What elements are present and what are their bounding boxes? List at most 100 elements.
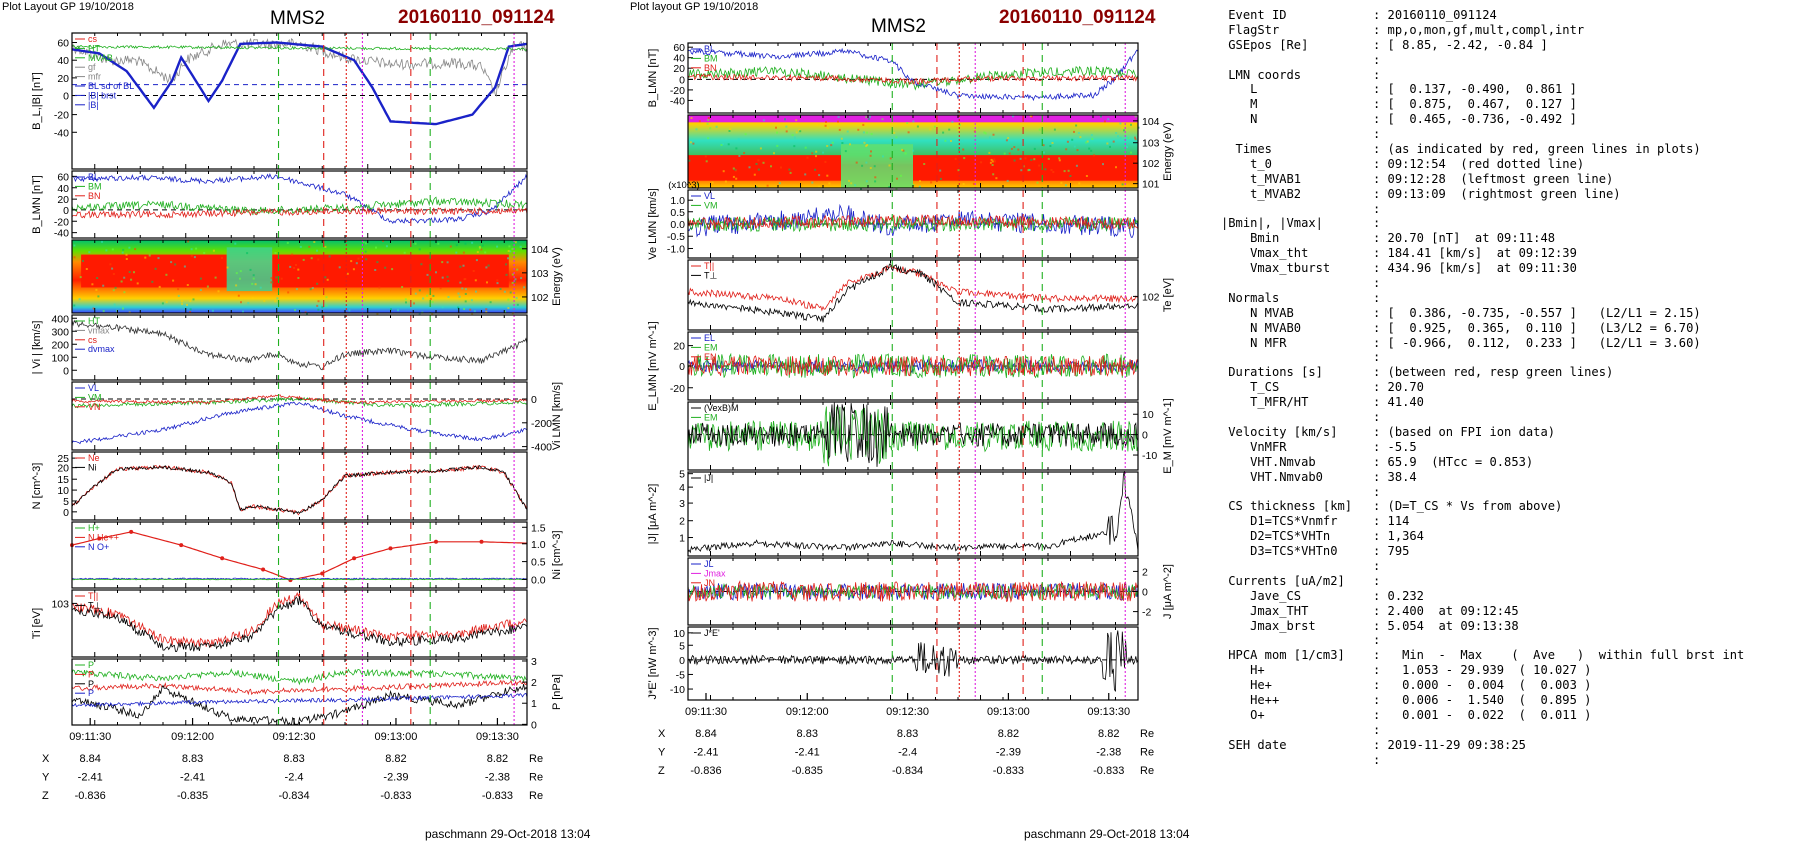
right-time-tick-label: 09:13:00 (987, 706, 1030, 718)
summary-key: VHT.Nmvab (1221, 454, 1316, 469)
right-spectrogram-speckle (1036, 181, 1039, 184)
left-spectrogram-speckle (311, 287, 314, 289)
left-legend-label: Ne (88, 453, 100, 463)
summary-line: CS thickness [km]: (D=T_CS * Vs from abo… (1221, 499, 1744, 514)
left-spectrogram-speckle (397, 309, 399, 312)
summary-key: t_MVAB2 (1221, 186, 1302, 201)
left-spectrogram-speckle (172, 279, 175, 282)
left-spectrogram-speckle (321, 306, 324, 309)
left-y-axis-label: Vi LMN [km/s] (551, 382, 563, 450)
right-spectrogram-speckle (1119, 136, 1122, 139)
summary-line: GSEpos [Re]: [ 8.85, -2.42, -0.84 ] (1221, 38, 1744, 53)
left-spectrogram-speckle (295, 264, 297, 266)
summary-key: N (1221, 112, 1258, 127)
left-panel-7: 1.5 1.0 0.5 0.0 Ni [cm^-3] H+N He++N O+ (70, 521, 563, 589)
left-spectrogram-speckle (221, 256, 223, 259)
summary-value: : (1373, 633, 1381, 648)
right-spectrogram-speckle (873, 165, 876, 168)
left-spectrogram-speckle (473, 310, 476, 313)
right-spectrogram-speckle (867, 118, 870, 120)
left-spectrogram-speckle (112, 289, 115, 292)
left-spectrogram-speckle (109, 263, 112, 266)
left-position-value: -2.41 (180, 772, 205, 784)
left-y-tick-label: 60 (57, 38, 69, 50)
right-spectrogram-speckle (1075, 164, 1078, 167)
left-spectrogram-speckle (485, 310, 488, 313)
summary-key: T_MFR/HT (1221, 395, 1309, 410)
left-spectrogram-speckle (325, 304, 328, 307)
right-legend-label: EN (704, 352, 717, 362)
left-spectrogram-speckle (85, 268, 88, 270)
left-spectrogram-speckle (299, 245, 302, 248)
summary-line: FlagStr: mp,o,mon,gf,mult,compl,intr (1221, 23, 1744, 38)
summary-value: : 20.70 [nT] at 09:11:48 (1373, 231, 1556, 246)
right-y-tick-label: 104 (1142, 116, 1160, 128)
left-spectrogram-speckle (505, 263, 508, 266)
left-position-label: X (42, 753, 50, 765)
right-spectrogram-speckle (724, 180, 727, 183)
summary-line: VnMFR: -5.5 (1221, 440, 1744, 455)
right-spectrogram-speckle (961, 140, 964, 143)
right-position-value: 8.84 (695, 728, 716, 740)
right-panel-6: 10 0 -10 E_M [mV m^-1] (VexB)MEM (687, 398, 1174, 474)
summary-key: t_MVAB1 (1221, 171, 1302, 186)
right-y-tick-label: 5 (679, 469, 685, 481)
right-spectrogram-speckle (798, 129, 801, 131)
right-series-trace (687, 73, 1139, 86)
right-spectrogram-speckle (923, 163, 926, 165)
right-spectrogram-speckle (826, 126, 829, 129)
left-spectrogram-speckle (418, 312, 421, 315)
right-spectrogram-speckle (1006, 179, 1009, 182)
right-position-value: 8.82 (998, 728, 1019, 740)
right-y-tick-label: 20 (673, 63, 685, 75)
right-spectrogram-speckle (722, 143, 725, 145)
summary-line: H+: 1.053 - 29.939 ( 10.027 ) (1221, 663, 1744, 678)
right-y-axis-label: Ve LMN [km/s] (647, 188, 659, 260)
left-spectrogram-speckle (144, 256, 147, 259)
left-spectrogram-speckle (464, 242, 467, 245)
summary-line: : (1221, 633, 1744, 648)
left-position-value: -0.835 (177, 790, 208, 802)
left-spectrogram-speckle (457, 306, 460, 309)
right-y-tick-label: 2 (679, 516, 685, 528)
left-spectrogram-speckle (293, 267, 296, 269)
summary-value: : [ 0.465, -0.736, -0.492 ] (1373, 112, 1577, 127)
summary-line: : (1221, 276, 1744, 291)
left-position-value: 8.82 (487, 753, 508, 765)
right-spectrogram-speckle (865, 161, 868, 164)
summary-value: : [ 0.137, -0.490, 0.861 ] (1373, 82, 1577, 97)
right-spectrogram-speckle (729, 128, 732, 131)
right-spectrogram-speckle (1058, 157, 1061, 160)
right-spectrogram-patch (841, 144, 913, 188)
right-spectrogram-speckle (988, 151, 991, 154)
right-spectrogram-speckle (1106, 142, 1109, 145)
summary-line: He++: 0.006 - 1.540 ( 0.895 ) (1221, 693, 1744, 708)
summary-line: : (1221, 127, 1744, 142)
right-spectrogram-speckle (759, 147, 762, 150)
right-spectrogram-speckle (861, 164, 864, 167)
left-series-trace (71, 41, 528, 126)
left-spectrogram-speckle (464, 293, 467, 295)
right-legend-label: EM (704, 342, 718, 352)
summary-line: Event ID: 20160110_091124 (1221, 8, 1744, 23)
left-spectrogram-speckle (426, 273, 429, 276)
left-spectrogram-speckle (251, 297, 254, 300)
right-spectrogram-patch (913, 155, 1138, 181)
right-spectrogram-speckle (755, 186, 758, 189)
right-y-tick-label: 1.0 (670, 195, 685, 207)
right-spectrogram-speckle (918, 185, 921, 188)
left-panel-3: 104 103 102 Energy (eV) (71, 239, 563, 315)
right-spectrogram-speckle (893, 131, 896, 134)
left-spectrogram-speckle (455, 244, 458, 247)
left-spectrogram-speckle (181, 303, 184, 305)
left-spectrogram-speckle (508, 245, 511, 248)
right-spectrogram-speckle (778, 182, 781, 185)
left-spectrogram-speckle (287, 291, 290, 294)
right-spectrogram-speckle (963, 157, 966, 160)
summary-value: : 0.232 (1373, 588, 1424, 603)
left-spectrogram-speckle (458, 295, 461, 298)
left-spectrogram-speckle (496, 282, 499, 285)
left-spectrogram-speckle (459, 265, 462, 268)
left-y-axis-label: N [cm^-3] (31, 463, 43, 510)
